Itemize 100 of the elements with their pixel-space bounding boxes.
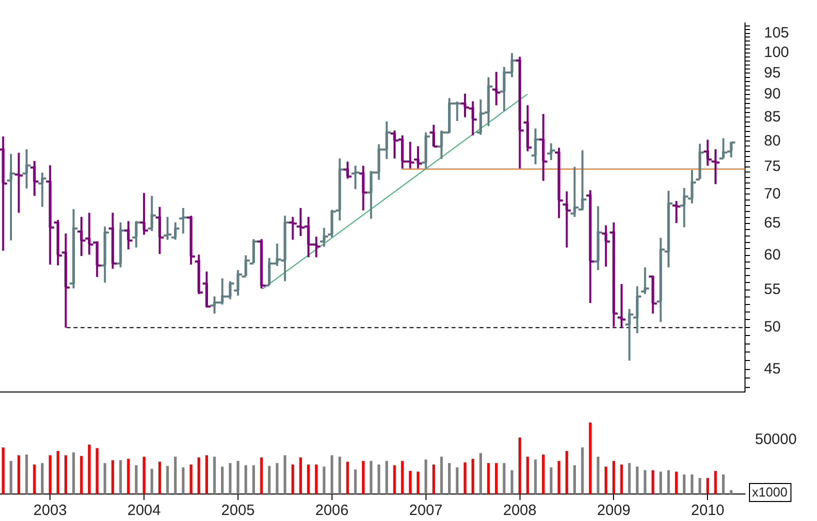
text: 50000 [755,431,797,448]
bar [119,460,122,494]
y-tick-label: 50 [764,318,781,336]
bar [338,456,342,494]
bar [604,466,608,494]
bar [596,456,600,494]
bar [158,462,162,494]
x-tick-label: 2009 [597,502,630,520]
x-tick-label: 2007 [409,502,443,520]
bar [330,455,334,494]
bar [111,460,114,494]
bar [581,447,584,494]
bar [190,464,192,494]
y-tick-label: 55 [764,280,781,298]
bar [228,463,232,494]
bar [174,456,177,494]
bar [244,465,248,494]
bar [494,463,498,494]
x-tick-label: 2005 [221,502,255,520]
bar [424,460,428,494]
bar [464,462,466,494]
bar [96,448,98,494]
bar [714,470,717,494]
bar [534,460,537,494]
bar [284,455,286,494]
bar [198,457,200,494]
bar [432,464,436,494]
bar [307,464,310,494]
bar [628,463,631,494]
bar [667,470,670,494]
y-tick-label: 100 [764,44,790,61]
x-tick-label: 2003 [33,502,67,520]
bar [205,455,208,494]
bar [588,422,592,494]
bar [17,455,20,494]
bar [518,437,522,494]
text: x1000 [752,484,788,500]
bar [502,463,506,494]
bar [142,456,146,494]
bar [236,460,240,494]
bar [706,478,710,494]
bar [322,466,326,494]
bar [652,470,654,494]
bar [644,470,646,494]
bar [730,490,732,494]
y-tick-label: 80 [764,132,781,150]
bar [48,455,52,494]
bar [573,465,576,494]
y-tick-label: 90 [764,86,781,103]
bar [10,460,12,494]
bar [472,458,474,494]
bar [675,472,678,494]
bar [542,454,545,494]
bar [252,465,255,494]
bar [565,450,568,494]
bar [40,463,44,494]
bar [127,458,130,494]
y-tick-label: 85 [764,108,781,126]
bar [134,465,138,494]
y-tick-label: 70 [764,185,781,202]
bar [401,460,404,494]
bar [268,466,271,494]
bar [33,464,36,494]
bar [2,447,4,494]
bar [182,467,185,494]
bar [393,465,396,494]
bar [362,460,365,494]
bar [56,450,60,494]
bar [104,463,106,494]
bar [690,474,694,494]
x-tick-label: 2006 [315,502,349,520]
y-tick-label: 65 [764,214,781,232]
bar [260,457,263,494]
x-tick-label: 2004 [127,502,161,520]
bar [456,467,459,494]
bar [80,456,83,494]
bar [659,472,662,494]
bar [510,470,514,494]
bar [25,454,28,494]
bar [346,462,349,494]
bar [220,466,224,494]
y-tick-label: 75 [764,158,781,175]
bar [558,460,560,494]
x-tick-label: 2008 [503,502,536,520]
bar [636,466,639,494]
bar [213,456,216,494]
bar [314,464,318,494]
bar [64,455,68,494]
bar [440,456,443,494]
bar [354,469,357,494]
bar [166,466,169,494]
bar [299,457,302,494]
bar [72,452,75,494]
bar [276,463,278,494]
bar [448,463,451,494]
bar [378,464,380,494]
bar [150,468,154,494]
y-tick-label: 95 [764,64,781,82]
bar [370,460,372,494]
bar [88,444,91,494]
